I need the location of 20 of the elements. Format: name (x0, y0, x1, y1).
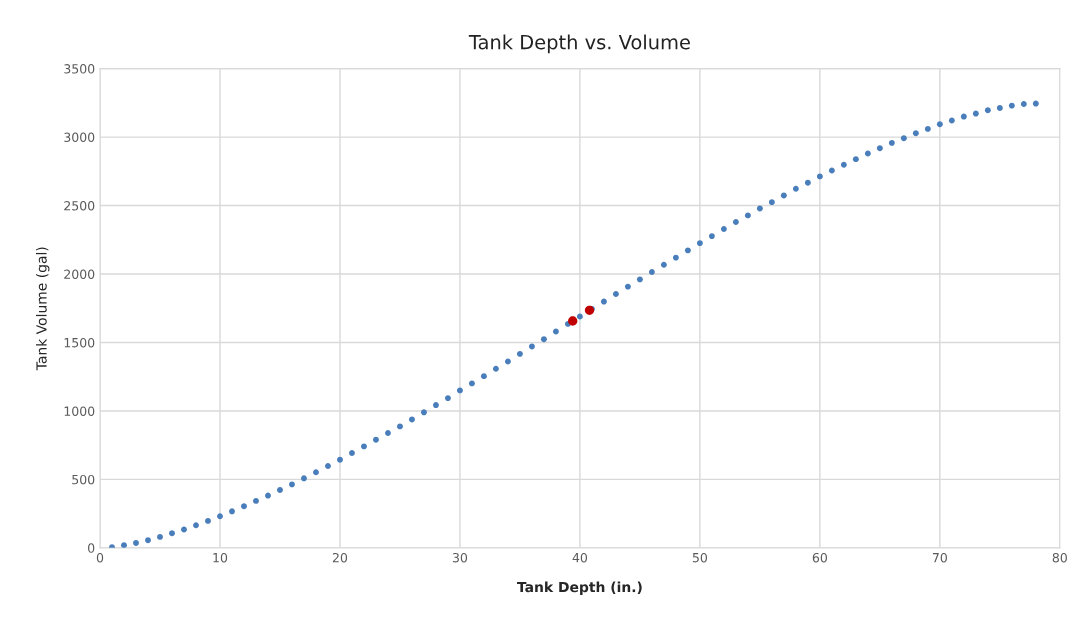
x-tick-label: 50 (692, 552, 708, 563)
x-tick-label: 40 (572, 552, 588, 563)
y-tick-label: 2000 (64, 269, 95, 279)
x-tick-label: 60 (812, 552, 827, 563)
x-tick-label: 70 (932, 552, 947, 563)
y-tick-label: 3000 (64, 132, 95, 143)
x-tick-label: 80 (1052, 552, 1067, 563)
y-tick-label: 1500 (64, 337, 95, 348)
x-tick-label: 30 (452, 552, 468, 563)
y-axis-title: Tank Volume (gal) (36, 247, 50, 371)
y-tick-label: 500 (72, 474, 95, 485)
y-tick-label: 0 (88, 543, 95, 553)
y-tick-label: 2500 (64, 201, 95, 211)
x-axis-title: Tank Depth (in.) (517, 581, 642, 595)
chart-title: Tank Depth vs. Volume (468, 34, 690, 54)
y-tick-label: 1000 (64, 406, 95, 416)
x-tick-label: 10 (213, 552, 228, 563)
x-tick-label: 0 (96, 552, 104, 563)
x-tick-label: 20 (332, 552, 348, 563)
y-tick-label: 3500 (64, 64, 95, 74)
